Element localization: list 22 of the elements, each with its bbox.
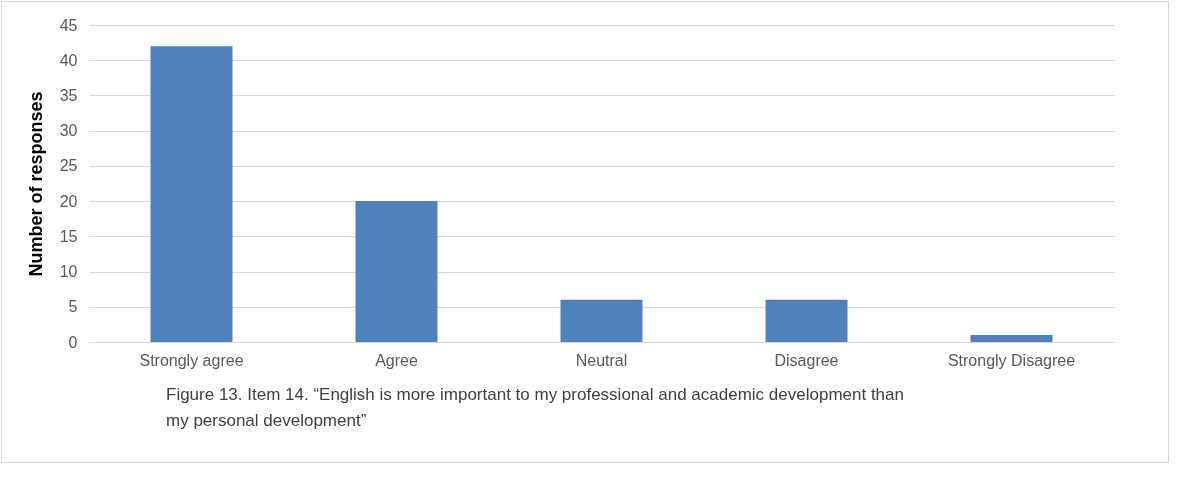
x-tick-label: Strongly Disagree [947, 351, 1076, 369]
x-tick-label: Disagree [774, 351, 839, 369]
y-tick-label: 20 [59, 192, 78, 210]
y-tick-label: 5 [68, 298, 78, 316]
y-tick-label: 25 [59, 157, 78, 175]
bar [355, 201, 438, 342]
y-tick-label: 35 [59, 86, 78, 104]
y-tick-label: 15 [59, 227, 78, 245]
x-tick-label: Strongly agree [139, 351, 244, 369]
bar [150, 46, 233, 342]
y-tick-label: 40 [59, 51, 78, 69]
y-tick-label: 0 [68, 333, 78, 351]
caption: Figure 13. Item 14. “English is more important to my professional and academic development than my personal development” [166, 384, 905, 432]
x-tick-label: Agree [375, 351, 418, 369]
bar [970, 334, 1053, 342]
y-tick-label: 45 [59, 16, 78, 34]
bar [560, 299, 643, 342]
y-tick-label: 30 [59, 122, 78, 140]
bar [765, 299, 848, 342]
y-axis-title: Number of responses [25, 91, 46, 277]
x-tick-label: Neutral [575, 351, 628, 369]
y-tick-label: 10 [59, 263, 78, 281]
